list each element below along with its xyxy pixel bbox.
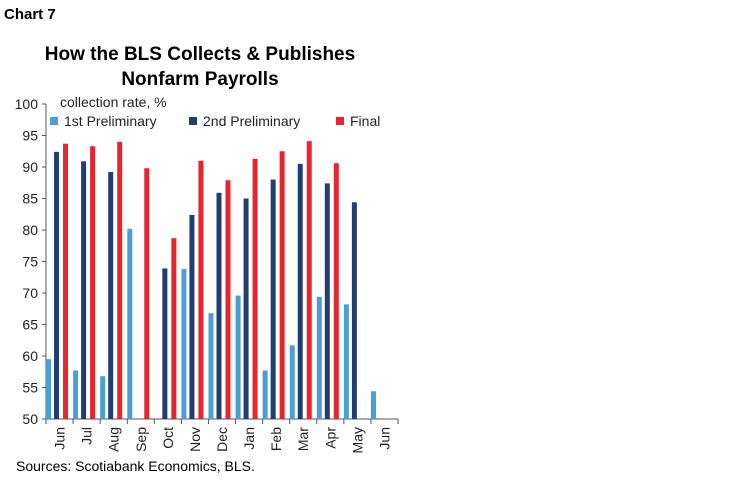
y-tick-label: 95 (22, 128, 38, 144)
y-tick-label: 70 (22, 285, 38, 301)
x-tick-label: Apr (322, 427, 338, 449)
bar (235, 295, 241, 419)
y-tick-label: 55 (22, 380, 38, 396)
bar (73, 370, 79, 419)
y-tick-label: 90 (22, 159, 38, 175)
chart-title: How the BLS Collects & Publishes Nonfarm… (44, 44, 356, 90)
bar (117, 141, 123, 420)
legend-label: 1st Preliminary (64, 113, 157, 129)
legend-label: 2nd Preliminary (203, 113, 300, 129)
x-tick-label: Dec (214, 427, 230, 452)
bars (46, 141, 376, 420)
y-tick-label: 60 (22, 348, 38, 364)
x-tick-label: Jul (79, 427, 95, 445)
bar (324, 183, 330, 419)
legend-swatch (336, 117, 344, 125)
x-tick-label: Oct (160, 427, 176, 449)
bar (63, 143, 69, 419)
bar (225, 180, 231, 419)
x-axis: Jun Jul Aug Sep Oct Nov Dec Jan Feb Mar Apr May Jun (45, 418, 399, 453)
bar (90, 146, 96, 419)
bar (297, 163, 303, 419)
x-tick-label: Jun (52, 427, 68, 450)
bar (243, 198, 249, 419)
bar (208, 313, 214, 419)
bar (279, 151, 285, 419)
bar (189, 214, 195, 419)
bar (370, 391, 376, 419)
y-axis: 50 55 60 65 70 75 80 85 90 95 100 (15, 96, 47, 427)
y-tick-label: 80 (22, 222, 38, 238)
bar (144, 168, 150, 419)
bar (252, 158, 258, 419)
bar (333, 163, 339, 419)
bar (262, 370, 268, 419)
y-axis-label: collection rate, % (60, 94, 167, 110)
bar (316, 296, 322, 419)
source-note: Sources: Scotiabank Economics, BLS. (16, 458, 255, 474)
y-tick-label: 100 (15, 96, 39, 112)
bar (108, 172, 114, 419)
bar (216, 192, 222, 419)
chart-label: Chart 7 (4, 6, 56, 23)
x-tick-label: Feb (268, 427, 284, 451)
bar (270, 179, 276, 419)
x-tick-label: Sep (133, 427, 149, 452)
bar (343, 304, 349, 419)
bar (100, 376, 106, 419)
x-tick-label: Mar (295, 427, 311, 451)
legend-swatch (189, 117, 197, 125)
bar (198, 160, 204, 419)
bar (162, 268, 168, 419)
bar (127, 228, 133, 419)
x-tick-label: Aug (106, 427, 122, 452)
legend-swatch (50, 117, 58, 125)
bar (181, 269, 187, 419)
x-tick-label: Nov (187, 427, 203, 452)
bar (54, 151, 60, 419)
bar (351, 202, 357, 419)
y-tick-label: 75 (22, 254, 38, 270)
legend: 1st Preliminary 2nd Preliminary Final (50, 113, 380, 129)
legend-label: Final (350, 113, 380, 129)
bar (306, 141, 312, 420)
bar (289, 345, 295, 419)
x-tick-label: Jun (376, 427, 392, 450)
y-tick-label: 65 (22, 317, 38, 333)
x-tick-label: May (349, 427, 365, 453)
y-tick-label: 85 (22, 191, 38, 207)
x-tick-label: Jan (241, 427, 257, 450)
bar (171, 238, 177, 419)
y-tick-label: 50 (22, 411, 38, 427)
bar (46, 359, 52, 419)
bar (81, 161, 87, 419)
